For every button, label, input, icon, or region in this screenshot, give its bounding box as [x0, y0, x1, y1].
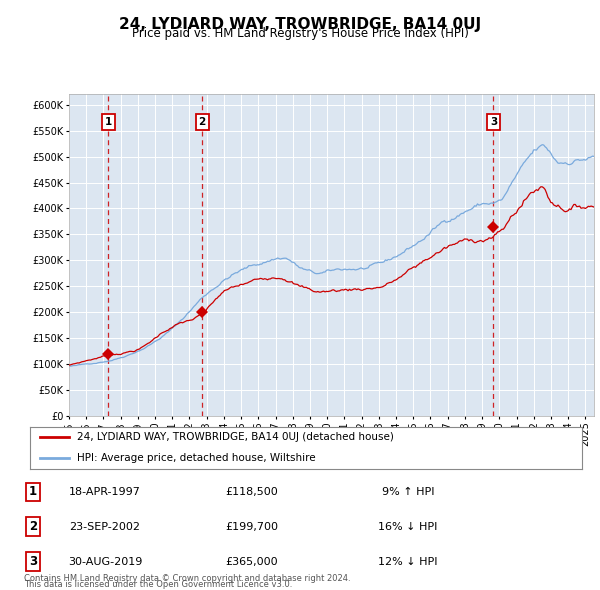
Text: 12% ↓ HPI: 12% ↓ HPI [378, 556, 438, 566]
Text: £118,500: £118,500 [226, 487, 278, 497]
Text: £199,700: £199,700 [226, 522, 278, 532]
Text: 24, LYDIARD WAY, TROWBRIDGE, BA14 0UJ (detached house): 24, LYDIARD WAY, TROWBRIDGE, BA14 0UJ (d… [77, 432, 394, 442]
Text: 16% ↓ HPI: 16% ↓ HPI [379, 522, 437, 532]
Text: Price paid vs. HM Land Registry's House Price Index (HPI): Price paid vs. HM Land Registry's House … [131, 27, 469, 40]
Text: 23-SEP-2002: 23-SEP-2002 [70, 522, 140, 532]
Text: 2: 2 [199, 117, 206, 127]
Text: 18-APR-1997: 18-APR-1997 [69, 487, 141, 497]
Text: 30-AUG-2019: 30-AUG-2019 [68, 556, 142, 566]
Text: This data is licensed under the Open Government Licence v3.0.: This data is licensed under the Open Gov… [24, 580, 292, 589]
Text: 3: 3 [29, 555, 37, 568]
Text: 9% ↑ HPI: 9% ↑ HPI [382, 487, 434, 497]
Text: 3: 3 [490, 117, 497, 127]
Text: 24, LYDIARD WAY, TROWBRIDGE, BA14 0UJ: 24, LYDIARD WAY, TROWBRIDGE, BA14 0UJ [119, 17, 481, 31]
Text: Contains HM Land Registry data © Crown copyright and database right 2024.: Contains HM Land Registry data © Crown c… [24, 574, 350, 583]
Text: 1: 1 [29, 485, 37, 498]
Text: 2: 2 [29, 520, 37, 533]
Text: HPI: Average price, detached house, Wiltshire: HPI: Average price, detached house, Wilt… [77, 454, 316, 463]
Text: £365,000: £365,000 [226, 556, 278, 566]
Text: 1: 1 [105, 117, 112, 127]
